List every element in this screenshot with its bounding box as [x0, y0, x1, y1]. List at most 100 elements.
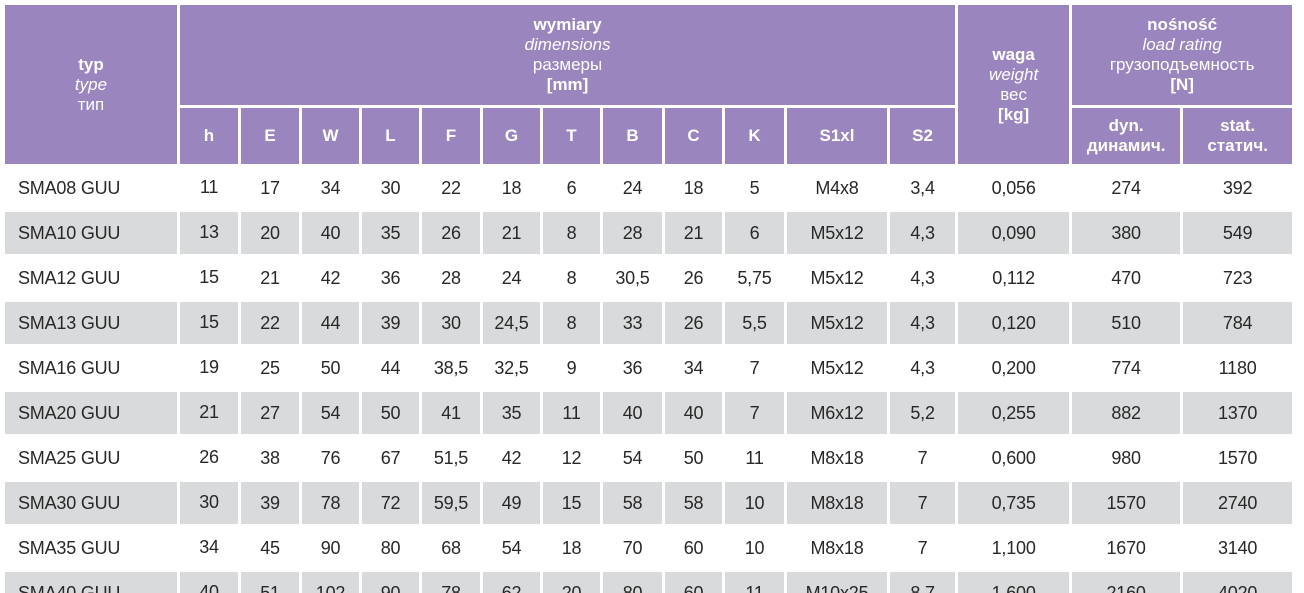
value-cell: 58: [603, 482, 662, 524]
value-cell: 62: [483, 572, 540, 593]
value-cell: 0,120: [958, 302, 1070, 344]
value-cell: 882: [1072, 392, 1181, 434]
value-cell: 7: [725, 392, 784, 434]
value-cell: M8x18: [787, 527, 887, 569]
column-header-waga: waga weight вес [kg]: [958, 5, 1070, 164]
value-cell: 54: [302, 392, 359, 434]
column-header-h: h: [180, 108, 238, 164]
value-cell: 20: [241, 212, 299, 254]
value-cell: 90: [302, 527, 359, 569]
value-cell: M5x12: [787, 212, 887, 254]
value-cell: 21: [180, 392, 238, 434]
table-header: typ type тип wymiary dimensions размеры …: [5, 5, 1293, 164]
table-row: SMA40 GUU 40 51 102 90 78 62 20 80 60 11 M10x25 8,7 1…: [5, 572, 1293, 593]
value-cell: 7: [890, 437, 956, 479]
column-header-G: G: [483, 108, 540, 164]
waga-unit-label: [kg]: [998, 104, 1030, 124]
value-cell: 6: [725, 212, 784, 254]
value-cell: 80: [603, 572, 662, 593]
value-cell: 980: [1072, 437, 1181, 479]
table-row: SMA16 GUU 19 25 50 44 38,5 32,5 9 36 34 7 M5x12 4,3 0…: [5, 347, 1293, 389]
value-cell: 30: [422, 302, 480, 344]
wymiary-unit-label: [mm]: [546, 75, 589, 94]
value-cell: 24: [483, 257, 540, 299]
table-row: SMA12 GUU 15 21 42 36 28 24 8 30,5 26 5,75 M5x12 4,3…: [5, 257, 1293, 299]
value-cell: 36: [362, 257, 419, 299]
type-cell: SMA08 GUU: [5, 167, 177, 209]
column-group-wymiary: wymiary dimensions размеры [mm]: [180, 5, 956, 105]
value-cell: 1,600: [958, 572, 1070, 593]
value-cell: 30,5: [603, 257, 662, 299]
value-cell: 60: [665, 572, 722, 593]
value-cell: 2740: [1183, 482, 1293, 524]
value-cell: 41: [422, 392, 480, 434]
type-cell: SMA25 GUU: [5, 437, 177, 479]
value-cell: 1670: [1072, 527, 1181, 569]
value-cell: 27: [241, 392, 299, 434]
value-cell: 44: [362, 347, 419, 389]
value-cell: 80: [362, 527, 419, 569]
value-cell: 54: [483, 527, 540, 569]
value-cell: 0,735: [958, 482, 1070, 524]
stat-label-ru: статич.: [1207, 136, 1268, 155]
dyn-label-ru: динамич.: [1086, 136, 1166, 155]
value-cell: 25: [241, 347, 299, 389]
value-cell: M4x8: [787, 167, 887, 209]
value-cell: 0,056: [958, 167, 1070, 209]
nosnosc-label-en: load rating: [1142, 35, 1222, 54]
value-cell: 34: [180, 527, 238, 569]
type-cell: SMA20 GUU: [5, 392, 177, 434]
value-cell: 22: [422, 167, 480, 209]
value-cell: 8: [543, 302, 600, 344]
value-cell: 4,3: [890, 257, 956, 299]
value-cell: 5,2: [890, 392, 956, 434]
value-cell: 1,100: [958, 527, 1070, 569]
table-body: SMA08 GUU 11 17 34 30 22 18 6 24 18 5 M4x8 3,4 0,056 2…: [5, 167, 1293, 593]
value-cell: 15: [180, 302, 238, 344]
stat-label-en: stat.: [1220, 116, 1256, 135]
value-cell: 4,3: [890, 347, 956, 389]
value-cell: 54: [603, 437, 662, 479]
waga-label-ru: вес: [1000, 84, 1028, 104]
table-row: SMA13 GUU 15 22 44 39 30 24,5 8 33 26 5,5 M5x12 4,3 0…: [5, 302, 1293, 344]
value-cell: 34: [302, 167, 359, 209]
value-cell: 60: [665, 527, 722, 569]
value-cell: 21: [483, 212, 540, 254]
table-row: SMA30 GUU 30 39 78 72 59,5 49 15 58 58 10 M8x18 7 0,7…: [5, 482, 1293, 524]
value-cell: 5,5: [725, 302, 784, 344]
value-cell: 44: [302, 302, 359, 344]
value-cell: 18: [483, 167, 540, 209]
value-cell: 0,200: [958, 347, 1070, 389]
value-cell: 21: [665, 212, 722, 254]
type-cell: SMA12 GUU: [5, 257, 177, 299]
value-cell: 7: [725, 347, 784, 389]
value-cell: 30: [180, 482, 238, 524]
column-header-typ: typ type тип: [5, 5, 177, 164]
value-cell: 67: [362, 437, 419, 479]
column-header-S1xl: S1xl: [787, 108, 887, 164]
value-cell: 0,090: [958, 212, 1070, 254]
value-cell: 36: [603, 347, 662, 389]
table-row: SMA10 GUU 13 20 40 35 26 21 8 28 21 6 M5x12 4,3 0,090…: [5, 212, 1293, 254]
value-cell: 17: [241, 167, 299, 209]
value-cell: 39: [241, 482, 299, 524]
value-cell: 50: [362, 392, 419, 434]
value-cell: 24,5: [483, 302, 540, 344]
value-cell: 549: [1183, 212, 1293, 254]
type-cell: SMA35 GUU: [5, 527, 177, 569]
value-cell: 42: [302, 257, 359, 299]
value-cell: 5,75: [725, 257, 784, 299]
value-cell: 1570: [1072, 482, 1181, 524]
value-cell: 11: [543, 392, 600, 434]
value-cell: 11: [725, 572, 784, 593]
column-header-E: E: [241, 108, 299, 164]
type-cell: SMA30 GUU: [5, 482, 177, 524]
value-cell: 22: [241, 302, 299, 344]
column-group-nosnosc: nośność load rating грузоподъемность [N]: [1072, 5, 1293, 105]
value-cell: 774: [1072, 347, 1181, 389]
value-cell: 40: [180, 572, 238, 593]
value-cell: 5: [725, 167, 784, 209]
value-cell: 1370: [1183, 392, 1293, 434]
value-cell: 51: [241, 572, 299, 593]
value-cell: 50: [665, 437, 722, 479]
